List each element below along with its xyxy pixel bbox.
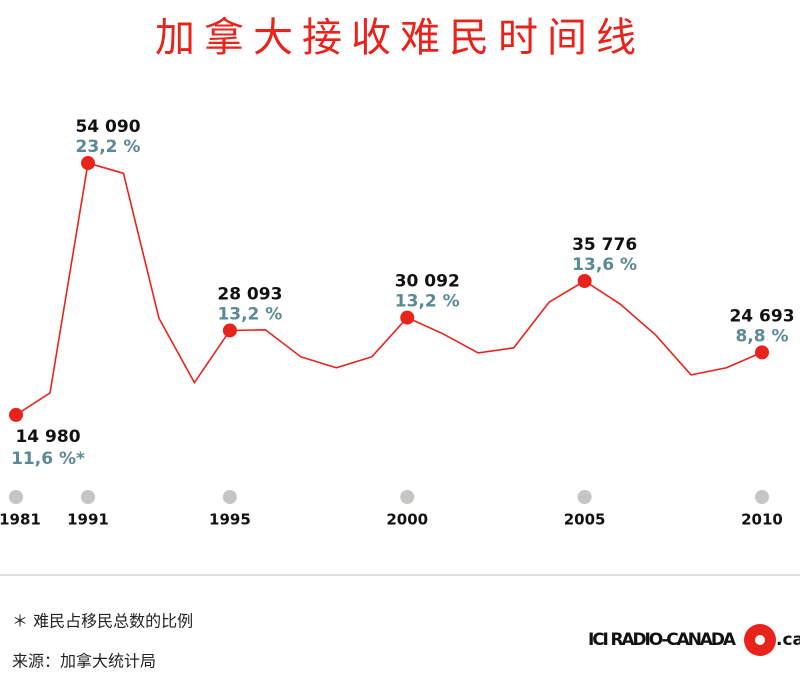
logo-center xyxy=(755,635,765,645)
point xyxy=(577,274,592,289)
chart-title: 加拿大接收难民时间线 xyxy=(155,15,645,61)
x-tick-label: 2010 xyxy=(741,511,783,529)
logo: ICI RADIO-CANADA xyxy=(588,630,737,650)
source: 来源：加拿大统计局 xyxy=(12,652,156,671)
value-label: 24 693 xyxy=(729,306,794,326)
point xyxy=(81,156,95,171)
point xyxy=(222,323,237,338)
line xyxy=(15,162,763,416)
share-label: 11,6 %* xyxy=(11,449,85,469)
axis-dot xyxy=(577,490,592,504)
share-label: 13,2 % xyxy=(395,292,460,312)
share-label: 23,2 % xyxy=(76,137,141,157)
share-label: 13,2 % xyxy=(217,304,282,324)
share-label: 13,6 % xyxy=(572,255,637,275)
x-tick-label: 1981 xyxy=(0,511,41,529)
value-label: 28 093 xyxy=(217,284,282,304)
axis-dot xyxy=(400,490,415,504)
share-label: 8,8 % xyxy=(735,326,788,346)
point xyxy=(755,345,769,360)
axis-dot xyxy=(81,490,95,504)
logo-suffix: .ca xyxy=(776,630,800,650)
x-tick-label: 2005 xyxy=(564,511,606,529)
point xyxy=(9,407,23,422)
footnote: ＊ 难民占移民总数的比例 xyxy=(12,612,193,631)
x-tick-label: 2000 xyxy=(386,511,428,529)
value-label: 54 090 xyxy=(75,117,140,137)
x-tick-label: 1991 xyxy=(67,511,109,529)
point xyxy=(400,310,415,325)
axis-dot xyxy=(9,490,23,504)
value-label: 35 776 xyxy=(572,235,637,255)
value-label: 30 092 xyxy=(395,272,460,292)
value-label: 14 980 xyxy=(15,427,80,447)
axis-dot xyxy=(755,490,769,504)
x-tick-label: 1995 xyxy=(209,511,251,529)
logo-mark xyxy=(744,624,776,656)
axis-dot xyxy=(222,490,237,504)
